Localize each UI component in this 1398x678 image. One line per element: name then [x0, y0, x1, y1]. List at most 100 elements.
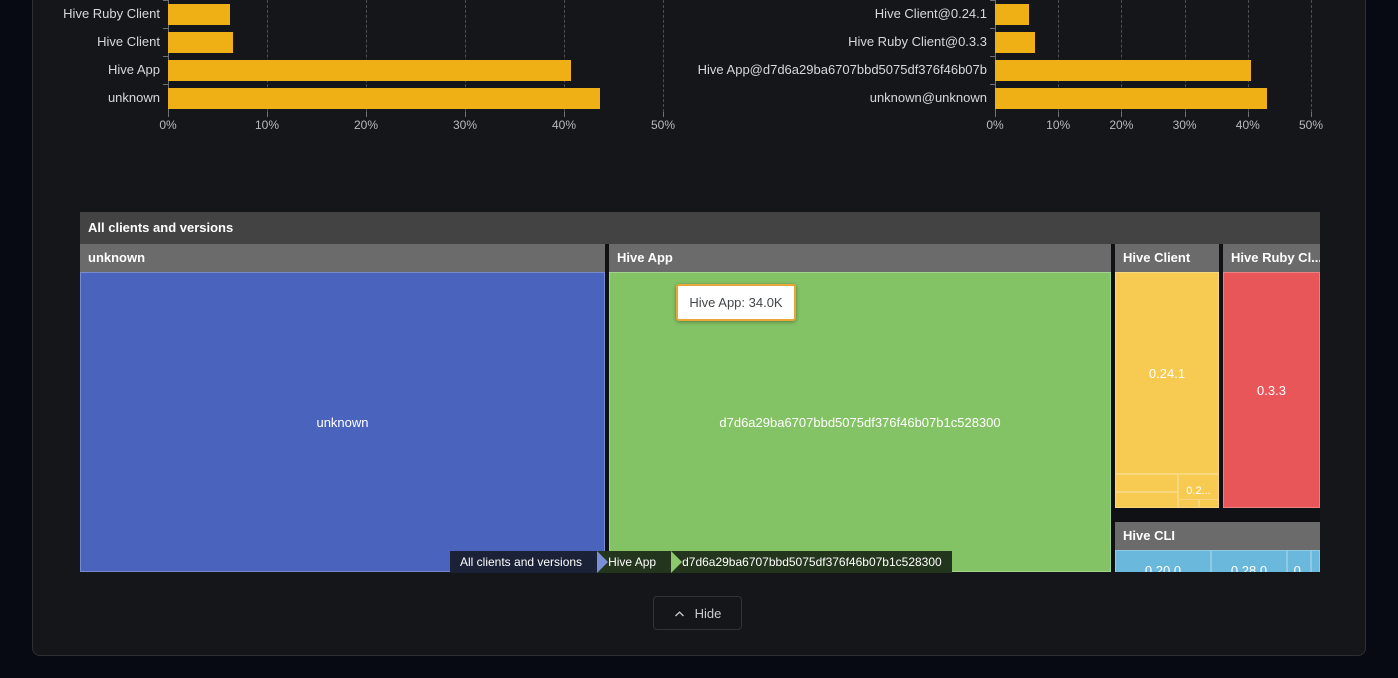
bar-row: Hive Ruby Client@0.3.3 [848, 28, 1311, 56]
treemap-cell[interactable]: 0.28.0 [1211, 550, 1287, 572]
treemap-root-header: All clients and versions [80, 212, 1320, 244]
gridline [465, 0, 466, 112]
tick-mark [1058, 112, 1060, 117]
tick-mark [990, 0, 995, 1]
bar[interactable] [168, 32, 234, 53]
treemap[interactable]: All clients and versions unknown unknown… [80, 212, 1320, 572]
tick-mark [990, 28, 995, 29]
treemap-panel-unknown[interactable]: unknown unknown [80, 244, 605, 572]
treemap-cell[interactable]: 0.24.1 [1115, 272, 1219, 474]
treemap-panel-header: Hive CLI [1115, 522, 1320, 550]
gridline [564, 0, 565, 112]
x-axis-tick-label: 40% [1235, 118, 1260, 132]
gridline [366, 0, 367, 112]
treemap-panel-header: Hive Ruby Cl... [1223, 244, 1320, 272]
x-axis-tick-label: 0% [986, 118, 1004, 132]
gridline [663, 0, 664, 112]
treemap-cell[interactable] [1199, 499, 1219, 508]
gridline [1058, 0, 1060, 112]
bar[interactable] [995, 4, 1030, 25]
y-axis-category-label: Hive App@d7d6a29ba6707bbd5075df376f46b07… [697, 62, 987, 77]
treemap-cell[interactable]: 0.3.3 [1223, 272, 1320, 508]
y-axis-category-label: unknown [107, 90, 160, 105]
treemap-cell[interactable] [1115, 474, 1178, 492]
tick-mark [163, 84, 168, 85]
y-axis-category-label: Hive Client [97, 34, 160, 49]
tick-mark [366, 112, 367, 117]
tick-mark [163, 56, 168, 57]
y-axis-category-label: Hive App [107, 62, 160, 77]
treemap-panel-header: unknown [80, 244, 605, 272]
tick-mark [163, 28, 168, 29]
bar-row: Hive App@d7d6a29ba6707bbd5075df376f46b07… [698, 56, 1311, 84]
breadcrumb-item-hive-app[interactable]: Hive App [598, 551, 683, 573]
treemap-panel-hive-app[interactable]: Hive App d7d6a29ba6707bbd5075df376f46b07… [609, 244, 1111, 572]
tick-mark [663, 112, 664, 117]
tick-mark [1247, 112, 1249, 117]
tick-mark [267, 112, 268, 117]
tick-mark [1121, 112, 1123, 117]
breadcrumb-item-root[interactable]: All clients and versions [450, 551, 609, 573]
tick-mark [1311, 112, 1312, 117]
chart-clients-versions-plot: Hive Client@0.24.1 Hive Ruby Client@0.3.3… [698, 0, 1312, 117]
bar-row: Hive Client [97, 28, 663, 56]
treemap-panel-header: Hive App [609, 244, 1111, 272]
treemap-panel-hive-cli[interactable]: Hive CLI 0.20.0 0.28.0 0. [1115, 522, 1320, 572]
y-axis-category-label: Hive Client@0.24.1 [874, 6, 987, 21]
breadcrumb-label: All clients and versions [460, 555, 583, 569]
tick-mark [163, 0, 168, 1]
x-axis-tick-label: 10% [1046, 118, 1071, 132]
y-axis-line [168, 0, 169, 112]
treemap-cell[interactable] [1115, 492, 1178, 508]
bar-row: unknown [108, 84, 663, 112]
chart-clients-plot: Hive Ruby Client Hive Client Hive App unkno… [63, 0, 664, 117]
treemap-cell[interactable] [1311, 550, 1320, 572]
y-axis-category-label: unknown@unknown [869, 90, 987, 105]
breadcrumb-item-version[interactable]: d7d6a29ba6707bbd5075df376f46b07b1c528300 [672, 551, 952, 573]
chart-clients: Hive Ruby Client Hive Client Hive App unkno… [48, 0, 688, 150]
treemap-cell[interactable] [1178, 499, 1199, 508]
tick-mark [990, 84, 995, 85]
gridline [1311, 0, 1312, 112]
chevron-up-icon [674, 608, 685, 619]
bar[interactable] [995, 88, 1267, 109]
x-axis-tick-label: 30% [1172, 118, 1197, 132]
x-axis-tick-label: 40% [551, 118, 577, 132]
breadcrumb-label: Hive App [608, 555, 657, 569]
x-axis-tick-label: 20% [1109, 118, 1134, 132]
x-axis-tick-label: 50% [1298, 118, 1324, 132]
treemap-cell[interactable]: 0. [1287, 550, 1311, 572]
treemap-tooltip: Hive App: 34.0K [676, 284, 796, 321]
breadcrumb[interactable]: All clients and versions Hive App d7d6a2… [450, 551, 952, 573]
hide-button[interactable]: Hide [653, 596, 742, 630]
tick-mark [465, 112, 466, 117]
gridline [1247, 0, 1249, 112]
treemap-cell[interactable]: unknown [80, 272, 605, 572]
x-axis-tick-label: 20% [353, 118, 379, 132]
breadcrumb-label: d7d6a29ba6707bbd5075df376f46b07b1c528300 [682, 555, 942, 569]
tick-mark [564, 112, 565, 117]
treemap-panel-hive-ruby-client[interactable]: Hive Ruby Cl... 0.3.3 [1223, 244, 1320, 508]
y-axis-category-label: Hive Ruby Client@0.3.3 [848, 34, 987, 49]
treemap-cell[interactable]: 0.20.0 [1115, 550, 1211, 572]
bar-row: unknown@unknown [870, 84, 1311, 112]
bar[interactable] [168, 4, 231, 25]
x-axis-tick-label: 0% [159, 118, 177, 132]
charts-row: Hive Ruby Client Hive Client Hive App unkno… [0, 0, 1398, 150]
x-axis-tick-label: 30% [452, 118, 478, 132]
bar-row: Hive Client@0.24.1 [875, 0, 1311, 28]
treemap-panel-header: Hive Client [1115, 244, 1219, 272]
bar[interactable] [995, 60, 1251, 81]
hide-button-label: Hide [694, 605, 722, 621]
x-axis-tick-label: 10% [254, 118, 280, 132]
gridline [267, 0, 268, 112]
bar[interactable] [995, 32, 1035, 53]
bar[interactable] [168, 60, 571, 81]
treemap-panel-hive-client[interactable]: Hive Client 0.24.1 0.2... [1115, 244, 1219, 508]
bar[interactable] [168, 88, 600, 109]
treemap-cell[interactable]: d7d6a29ba6707bbd5075df376f46b07b1c528300 [609, 272, 1111, 572]
gridline [1184, 0, 1186, 112]
chart-clients-versions: Hive Client@0.24.1 Hive Ruby Client@0.3.3… [698, 0, 1340, 150]
bar-row: Hive App [108, 56, 663, 84]
